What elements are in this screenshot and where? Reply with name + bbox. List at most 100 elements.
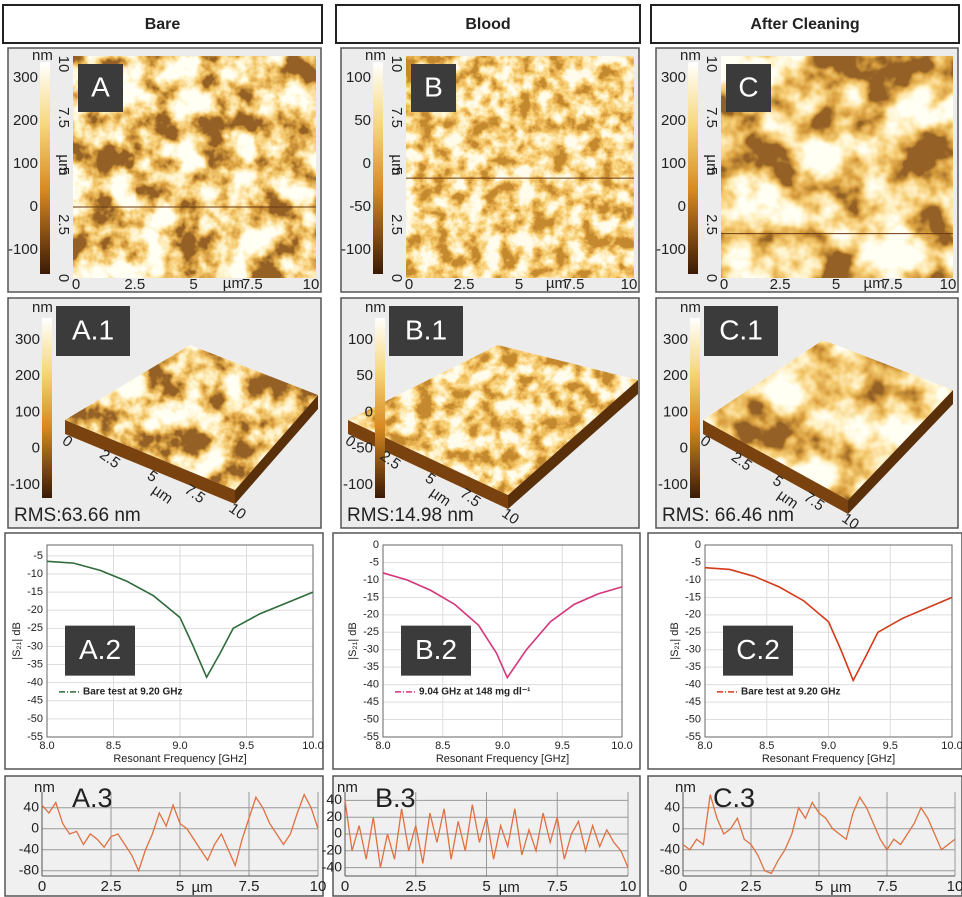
panel-label: B.1 <box>405 314 447 345</box>
x-tick-label: 0 <box>679 878 687 895</box>
colorbar-tick-label: 0 <box>363 155 371 172</box>
x-tick-label: 0 <box>405 276 413 293</box>
y-tick-label: -20 <box>685 609 701 621</box>
y-tick-label: -40 <box>27 677 43 689</box>
legend-label: Bare test at 9.20 GHz <box>741 687 841 698</box>
y-axis-unit: nm <box>675 779 696 796</box>
colorbar-tick-label: 100 <box>13 155 38 172</box>
x-tick-label: 0 <box>72 276 80 293</box>
panel-label: C.1 <box>719 314 763 345</box>
x-tick-label: 2.5 <box>101 878 122 895</box>
x-tick-label: 5 <box>189 276 197 293</box>
colorbar <box>690 318 700 498</box>
colorbar <box>40 62 50 274</box>
y-tick-label: -10 <box>685 574 701 586</box>
colorbar-tick-label: 100 <box>15 403 40 420</box>
x-tick-label: 9.5 <box>555 740 570 752</box>
x-tick-label: 0 <box>341 878 349 895</box>
colorbar-tick-label: 0 <box>32 440 40 457</box>
figure: Barenm3002001000-100002.52.5557.57.51010… <box>0 0 962 897</box>
y-tick-label: 2.5 <box>703 214 720 235</box>
colorbar-unit: nm <box>32 299 53 316</box>
y-tick-label: 0 <box>373 539 379 551</box>
y-tick-label: -40 <box>685 679 701 691</box>
colorbar-tick-label: 50 <box>356 367 373 384</box>
panel-label: B.2 <box>415 634 457 665</box>
colorbar-tick-label: 200 <box>661 112 686 129</box>
y-tick-label: -35 <box>27 658 43 670</box>
y-tick-label: 0 <box>31 819 39 835</box>
y-tick-label: 0 <box>388 274 405 282</box>
y-axis-unit: nm <box>34 779 55 796</box>
y-tick-label: -80 <box>19 861 39 877</box>
x-axis-unit: µm <box>864 275 885 292</box>
legend-label: 9.04 GHz at 148 mg dl⁻¹ <box>419 687 531 698</box>
x-axis-label: Resonant Frequency [GHz] <box>762 753 895 765</box>
y-tick-label: -5 <box>691 556 701 568</box>
colorbar-tick-label: 100 <box>661 155 686 172</box>
colorbar-tick-label: -100 <box>343 476 373 493</box>
y-tick-label: -35 <box>685 661 701 673</box>
colorbar-tick-label: -100 <box>10 476 40 493</box>
y-tick-label: 10 <box>55 56 72 73</box>
y-tick-label: -50 <box>685 713 701 725</box>
y-tick-label: 0 <box>334 825 342 841</box>
colorbar-tick-label: 200 <box>13 112 38 129</box>
y-tick-label: -80 <box>660 861 680 877</box>
x-tick-label: 9.5 <box>883 740 898 752</box>
x-tick-label: 0 <box>720 276 728 293</box>
y-tick-label: -35 <box>363 661 379 673</box>
y-tick-label: 20 <box>326 808 342 824</box>
y-tick-label: -45 <box>685 696 701 708</box>
colorbar-unit: nm <box>365 299 386 316</box>
y-tick-label: 40 <box>23 798 39 814</box>
x-tick-label: 8.0 <box>697 740 712 752</box>
x-tick-label: 10.0 <box>611 740 632 752</box>
colorbar-tick-label: 0 <box>30 198 38 215</box>
colorbar-tick-label: -100 <box>8 241 38 258</box>
y-axis-label: |S₂₁| dB <box>347 622 359 660</box>
y-tick-label: -40 <box>322 858 342 874</box>
y-tick-label: -20 <box>363 609 379 621</box>
y-tick-label: -30 <box>363 644 379 656</box>
colorbar-tick-label: 300 <box>663 331 688 348</box>
y-tick-label: -40 <box>363 679 379 691</box>
x-tick-label: 9.5 <box>239 740 254 752</box>
y-tick-label: -45 <box>363 696 379 708</box>
y-axis-label: |S₂₁| dB <box>11 622 23 660</box>
y-axis-unit: µm <box>55 154 72 175</box>
y-tick-label: 0 <box>695 539 701 551</box>
x-tick-label: 2.5 <box>405 878 426 895</box>
colorbar-unit: nm <box>365 47 386 64</box>
colorbar-tick-label: 100 <box>663 403 688 420</box>
y-tick-label: -5 <box>33 550 43 562</box>
x-axis-unit: µm <box>830 879 851 896</box>
colorbar-tick-label: 100 <box>348 331 373 348</box>
x-tick-label: 2.5 <box>454 276 475 293</box>
colorbar-tick-label: 300 <box>13 69 38 86</box>
rms-value: RMS: 66.46 nm <box>662 505 794 526</box>
y-tick-label: 0 <box>672 819 680 835</box>
x-tick-label: 10 <box>303 276 320 293</box>
panel-label: A <box>91 71 110 102</box>
x-tick-label: 7.5 <box>239 878 260 895</box>
x-tick-label: 9.0 <box>172 740 187 752</box>
y-tick-label: -25 <box>685 626 701 638</box>
y-tick-label: -15 <box>363 591 379 603</box>
x-tick-label: 8.0 <box>39 740 54 752</box>
panel-label: C.2 <box>736 634 780 665</box>
x-tick-label: 8.5 <box>106 740 121 752</box>
colorbar-tick-label: 0 <box>680 440 688 457</box>
colorbar <box>42 318 52 498</box>
colorbar <box>375 318 385 498</box>
panel-label: A.3 <box>72 783 113 813</box>
x-tick-label: 2.5 <box>741 878 762 895</box>
x-tick-label: 10 <box>621 276 638 293</box>
y-tick-label: 10 <box>703 56 720 73</box>
x-axis-label: Resonant Frequency [GHz] <box>113 753 246 765</box>
y-tick-label: -40 <box>19 840 39 856</box>
y-tick-label: 7.5 <box>388 107 405 128</box>
y-tick-label: -50 <box>27 713 43 725</box>
x-tick-label: 2.5 <box>770 276 791 293</box>
colorbar-tick-label: -100 <box>656 241 686 258</box>
